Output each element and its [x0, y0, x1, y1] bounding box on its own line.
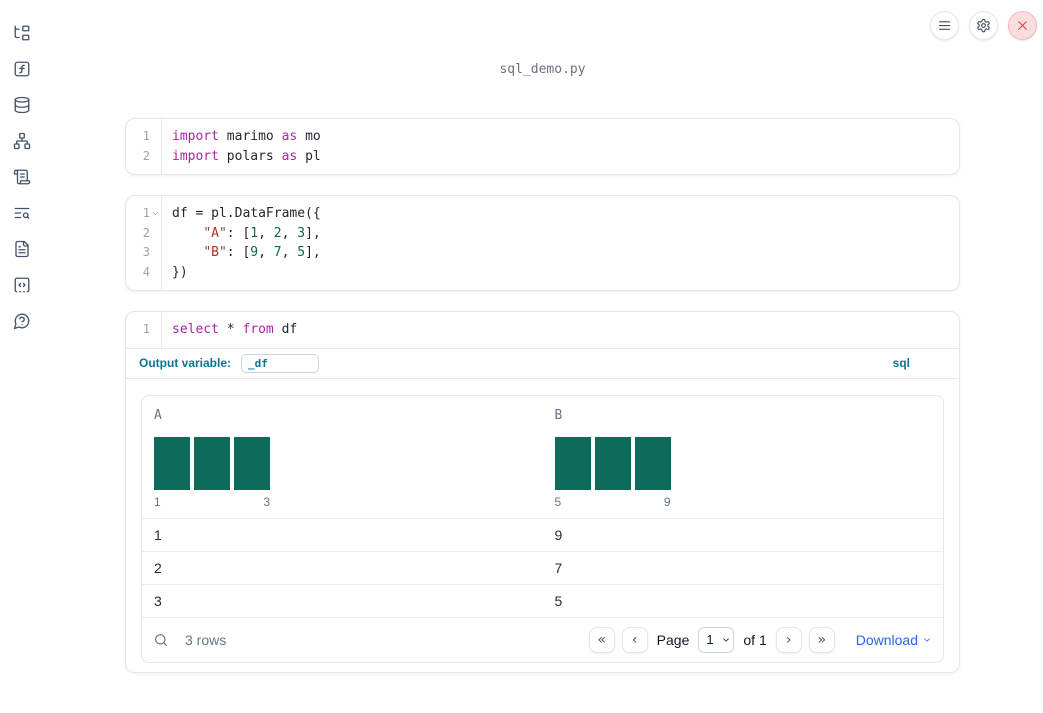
code-line: }) [172, 264, 188, 280]
pagination: « ‹ Page 1 of 1 › » Download [588, 626, 932, 653]
code-line: "A": [1, 2, 3], [203, 225, 321, 241]
table-cell: 7 [554, 559, 563, 576]
output-variable-bar: Output variable: sql [126, 347, 959, 379]
line-number: 1 [126, 204, 161, 224]
scroll-text-icon [13, 168, 31, 186]
page-of-label: of 1 [743, 631, 767, 648]
network-icon [13, 132, 31, 150]
histogram-min-label: 1 [154, 494, 161, 509]
notebook: sql_demo.py 1 2 import marimo as mo import … [125, 0, 960, 673]
code-line: df = pl.DataFrame({ [172, 206, 321, 221]
line-number: 1 [142, 322, 150, 336]
menu-button[interactable] [930, 11, 959, 40]
table-cell: 1 [154, 526, 162, 543]
line-number: 1 [142, 129, 150, 143]
sidebar-panel [0, 0, 44, 713]
function-square-icon [13, 60, 31, 78]
line-number-gutter: 1 [126, 312, 162, 348]
line-number: 2 [142, 225, 150, 240]
help-circle-icon [13, 312, 31, 330]
histogram-max-label: 9 [663, 494, 671, 509]
last-page-button[interactable]: » [808, 626, 835, 653]
first-page-button[interactable]: « [588, 626, 615, 653]
notebook-title: sql_demo.py [499, 62, 586, 77]
output-variable-input[interactable] [241, 353, 320, 373]
table-cell: 5 [554, 592, 563, 609]
file-text-icon [13, 240, 31, 258]
sidebar-item-function-square[interactable] [13, 60, 31, 78]
sql-cell: 1 select * from df Output variable: sql A… [125, 311, 960, 673]
table-cell: 9 [554, 526, 563, 543]
close-button[interactable] [1008, 11, 1037, 40]
sidebar-item-scroll-text[interactable] [13, 168, 31, 186]
column-name: A [154, 407, 162, 423]
code-editor-dataframe[interactable]: 1 2 3 4 df = pl.DataFrame({ "A": [1, 2, 3], … [126, 196, 959, 290]
code-line: import polars as pl [172, 148, 321, 164]
code-editor-imports[interactable]: 1 2 import marimo as mo import polars as pl [126, 119, 959, 174]
line-number: 4 [142, 264, 150, 279]
histogram-bar [634, 436, 671, 490]
histogram-bar [554, 436, 591, 490]
code-line: select * from df [172, 322, 298, 337]
sidebar-item-file-tree[interactable] [13, 24, 31, 42]
sidebar-item-file-text[interactable] [13, 240, 31, 258]
table-cell: 2 [154, 559, 162, 576]
sidebar-item-code-square[interactable] [13, 276, 31, 294]
language-badge: sql [892, 356, 910, 370]
next-page-button[interactable]: › [775, 626, 802, 653]
code-square-icon [13, 276, 31, 294]
code-line: import marimo as mo [172, 129, 321, 144]
database-icon [13, 96, 31, 114]
list-search-icon [13, 204, 31, 222]
topbar-actions [930, 11, 1037, 40]
histogram-bar [194, 436, 230, 490]
line-number: 3 [142, 245, 150, 259]
page-label: Page [656, 631, 690, 648]
row-count: 3 rows [185, 631, 227, 648]
table-cell: 3 [154, 592, 162, 609]
table-search-button[interactable] [153, 632, 169, 648]
histogram-bar [154, 436, 190, 490]
fold-chevron-icon[interactable] [150, 209, 161, 218]
sidebar-item-network[interactable] [13, 132, 31, 150]
column-header-a[interactable]: A 1 3 [142, 406, 543, 518]
file-tree-icon [13, 24, 31, 42]
code-line: "B": [9, 7, 5], [203, 245, 321, 260]
dataframe-footer: 3 rows « ‹ Page 1 of 1 › » Download [142, 616, 943, 662]
column-name: B [554, 407, 563, 423]
prev-page-button[interactable]: ‹ [621, 626, 648, 653]
column-header-b[interactable]: B 5 9 [543, 406, 944, 518]
line-number: 2 [142, 148, 150, 163]
output-variable-label: Output variable: [139, 356, 232, 370]
histogram-min-label: 5 [554, 494, 562, 509]
dataframe-header: A 1 3 B 5 9 [142, 396, 943, 518]
column-histogram [554, 436, 932, 490]
sidebar-item-help-circle[interactable] [13, 312, 31, 330]
sql-editor[interactable]: 1 select * from df [126, 312, 959, 348]
page-select[interactable]: 1 [698, 626, 735, 653]
histogram-max-label: 3 [263, 494, 270, 509]
download-button[interactable]: Download [856, 632, 932, 648]
sidebar-item-list-search[interactable] [13, 204, 31, 222]
code-cell-dataframe: 1 2 3 4 df = pl.DataFrame({ "A": [1, 2, 3], … [125, 195, 960, 291]
column-histogram [154, 436, 531, 490]
histogram-bar [234, 436, 270, 490]
code-cell-imports: 1 2 import marimo as mo import polars as pl [125, 118, 960, 175]
histogram-bar [594, 436, 631, 490]
settings-button[interactable] [969, 11, 998, 40]
sidebar-item-database[interactable] [13, 96, 31, 114]
chevron-down-icon [922, 635, 932, 645]
download-label: Download [855, 631, 918, 648]
